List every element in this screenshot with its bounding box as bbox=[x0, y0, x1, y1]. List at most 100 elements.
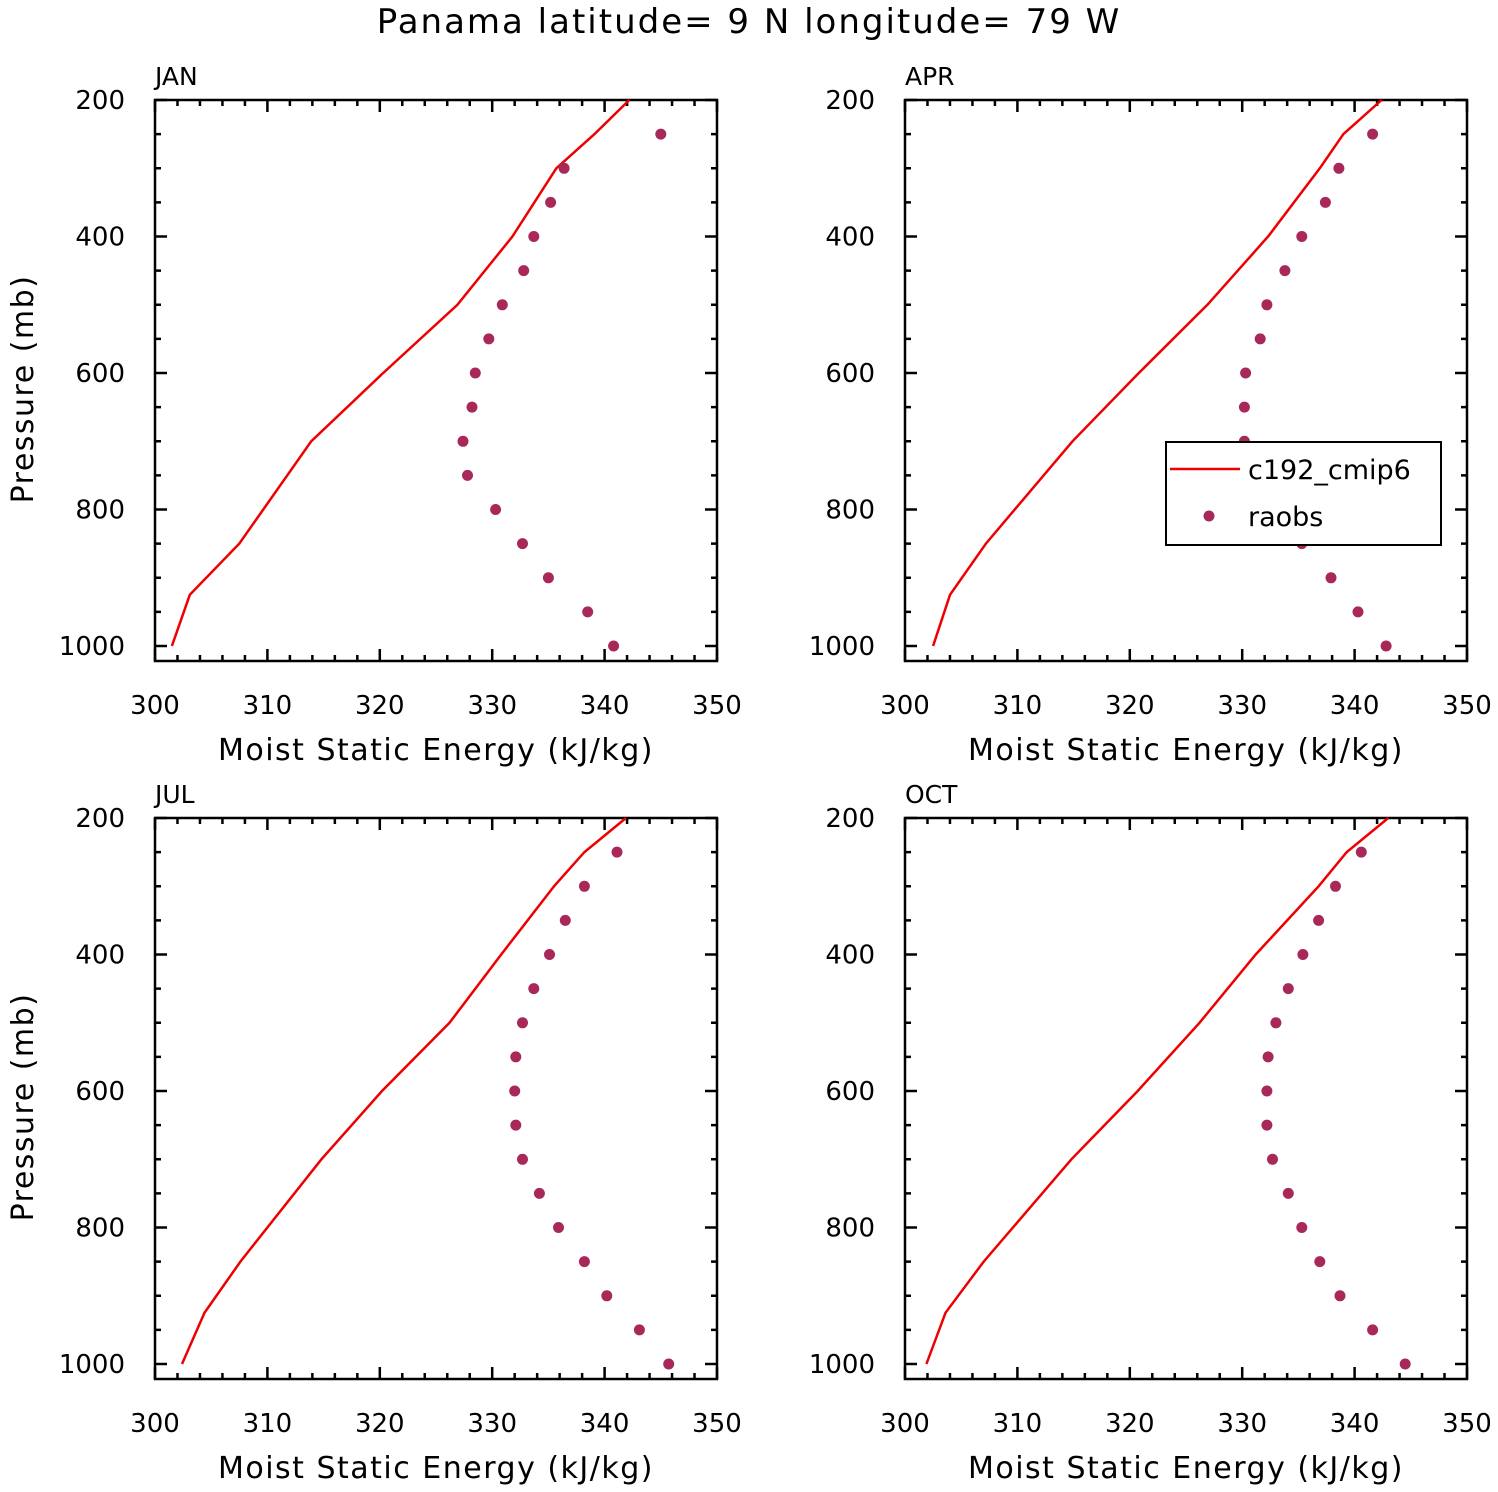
obs-point-jul bbox=[528, 983, 540, 995]
obs-point-apr bbox=[1380, 640, 1392, 652]
legend-obs-label: raobs bbox=[1248, 502, 1323, 533]
y-tick-label-apr: 600 bbox=[825, 359, 875, 389]
obs-point-jul bbox=[510, 1051, 522, 1063]
obs-point-oct bbox=[1261, 1119, 1273, 1131]
obs-point-apr bbox=[1296, 231, 1308, 242]
panel-jul: JUL 300 310 320 330 340 350 200 400 600 800 1000 Moi… bbox=[6, 780, 742, 1486]
x-tick-label-jan: 300 bbox=[130, 691, 180, 721]
obs-point-jul bbox=[663, 1358, 675, 1370]
obs-point-apr bbox=[1367, 128, 1379, 140]
chart-title: Panama latitude= 9 N longitude= 79 W bbox=[377, 2, 1122, 42]
obs-point-jan bbox=[457, 435, 469, 447]
legend: c192_cmip6 raobs bbox=[1165, 441, 1442, 546]
x-tick-label-jul: 340 bbox=[580, 1409, 630, 1439]
y-tick-label-apr: 1000 bbox=[809, 632, 875, 662]
x-tick-label-jan: 320 bbox=[355, 691, 405, 721]
x-tick-label-jul: 310 bbox=[243, 1409, 293, 1439]
y-tick-label-apr: 200 bbox=[825, 86, 875, 116]
obs-point-jan bbox=[545, 196, 557, 208]
obs-point-oct bbox=[1399, 1358, 1411, 1370]
obs-point-oct bbox=[1267, 1153, 1278, 1165]
x-tick-label-oct: 350 bbox=[1442, 1409, 1492, 1439]
panel-frame-jul bbox=[153, 816, 719, 1381]
y-tick-label-oct: 1000 bbox=[809, 1350, 875, 1380]
panel-title-jan: JAN bbox=[153, 62, 198, 91]
model-line-oct bbox=[925, 817, 1390, 1365]
x-tick-label-oct: 310 bbox=[993, 1409, 1043, 1439]
obs-point-jul bbox=[553, 1222, 564, 1233]
panel-jan: JAN 300 310 320 330 340 350 200 400 600 800 1000 Moi… bbox=[6, 62, 742, 768]
x-tick-label-apr: 330 bbox=[1217, 691, 1267, 721]
panel-title-jul: JUL bbox=[153, 780, 195, 809]
obs-point-oct bbox=[1261, 1085, 1273, 1097]
obs-point-jan bbox=[558, 162, 570, 174]
x-tick-label-apr: 310 bbox=[993, 691, 1043, 721]
y-tick-label-jan: 1000 bbox=[59, 632, 125, 662]
obs-point-jul bbox=[510, 1119, 522, 1131]
obs-point-jan bbox=[542, 572, 554, 584]
obs-point-apr bbox=[1279, 265, 1291, 277]
obs-point-oct bbox=[1330, 880, 1341, 892]
legend-obs-swatch bbox=[1203, 510, 1215, 522]
x-tick-label-apr: 340 bbox=[1330, 691, 1380, 721]
panel-frame-oct bbox=[903, 816, 1469, 1381]
x-tick-label-jan: 310 bbox=[243, 691, 293, 721]
y-tick-label-jul: 600 bbox=[75, 1077, 125, 1107]
y-tick-label-apr: 800 bbox=[825, 496, 875, 526]
obs-point-jul bbox=[533, 1187, 545, 1199]
x-tick-label-jan: 340 bbox=[580, 691, 630, 721]
obs-point-apr bbox=[1319, 196, 1331, 208]
legend-box bbox=[1165, 441, 1442, 546]
obs-point-oct bbox=[1314, 1256, 1326, 1268]
obs-point-oct bbox=[1297, 949, 1309, 960]
y-tick-label-oct: 600 bbox=[825, 1077, 875, 1107]
panel-frame-jan bbox=[153, 98, 719, 663]
x-tick-label-apr: 320 bbox=[1105, 691, 1155, 721]
obs-point-oct bbox=[1282, 983, 1294, 995]
model-line-jul bbox=[180, 817, 627, 1365]
obs-point-jan bbox=[462, 469, 473, 481]
obs-point-apr bbox=[1240, 367, 1252, 379]
x-axis-label-jul: Moist Static Energy (kJ/kg) bbox=[218, 1451, 654, 1486]
y-tick-label-jul: 1000 bbox=[59, 1350, 125, 1380]
obs-point-jan bbox=[490, 504, 502, 515]
obs-point-jul bbox=[601, 1290, 613, 1302]
obs-point-oct bbox=[1334, 1290, 1346, 1302]
y-tick-label-oct: 400 bbox=[825, 941, 875, 971]
obs-point-jan bbox=[518, 265, 530, 277]
obs-point-oct bbox=[1296, 1222, 1308, 1233]
y-tick-label-jul: 400 bbox=[75, 941, 125, 971]
panel-apr: APR 300 310 320 330 340 350 200 400 600 800 1000 Moi… bbox=[809, 62, 1492, 768]
obs-point-jul bbox=[517, 1017, 528, 1029]
x-tick-label-jan: 330 bbox=[467, 691, 517, 721]
obs-point-jul bbox=[611, 846, 623, 858]
model-line-apr bbox=[931, 99, 1383, 647]
y-tick-label-jul: 800 bbox=[75, 1214, 125, 1244]
y-tick-label-jan: 200 bbox=[75, 86, 125, 116]
obs-point-oct bbox=[1355, 846, 1367, 858]
panel-oct: OCT 300 310 320 330 340 350 200 400 600 800 1000 Moi… bbox=[809, 780, 1492, 1486]
obs-point-jan bbox=[528, 231, 540, 242]
obs-point-jul bbox=[509, 1085, 521, 1097]
obs-point-oct bbox=[1313, 914, 1325, 926]
obs-point-oct bbox=[1262, 1051, 1274, 1063]
legend-model-label: c192_cmip6 bbox=[1248, 455, 1411, 486]
x-tick-label-oct: 300 bbox=[880, 1409, 930, 1439]
obs-point-jul bbox=[517, 1153, 528, 1165]
x-tick-label-oct: 330 bbox=[1217, 1409, 1267, 1439]
y-tick-label-jan: 800 bbox=[75, 496, 125, 526]
obs-point-jan bbox=[466, 401, 478, 413]
obs-point-jul bbox=[544, 949, 555, 960]
obs-point-apr bbox=[1352, 606, 1364, 618]
y-tick-label-oct: 800 bbox=[825, 1214, 875, 1244]
obs-point-oct bbox=[1367, 1324, 1379, 1336]
panels: JAN 300 310 320 330 340 350 200 400 600 800 1000 Moi… bbox=[6, 62, 1492, 1486]
y-tick-label-jan: 400 bbox=[75, 223, 125, 253]
obs-point-jul bbox=[633, 1324, 645, 1336]
obs-point-jan bbox=[655, 128, 667, 140]
obs-point-oct bbox=[1282, 1187, 1294, 1199]
x-tick-label-oct: 340 bbox=[1330, 1409, 1380, 1439]
model-line-jan bbox=[170, 99, 631, 647]
y-axis-label-jul: Pressure (mb) bbox=[6, 993, 41, 1222]
